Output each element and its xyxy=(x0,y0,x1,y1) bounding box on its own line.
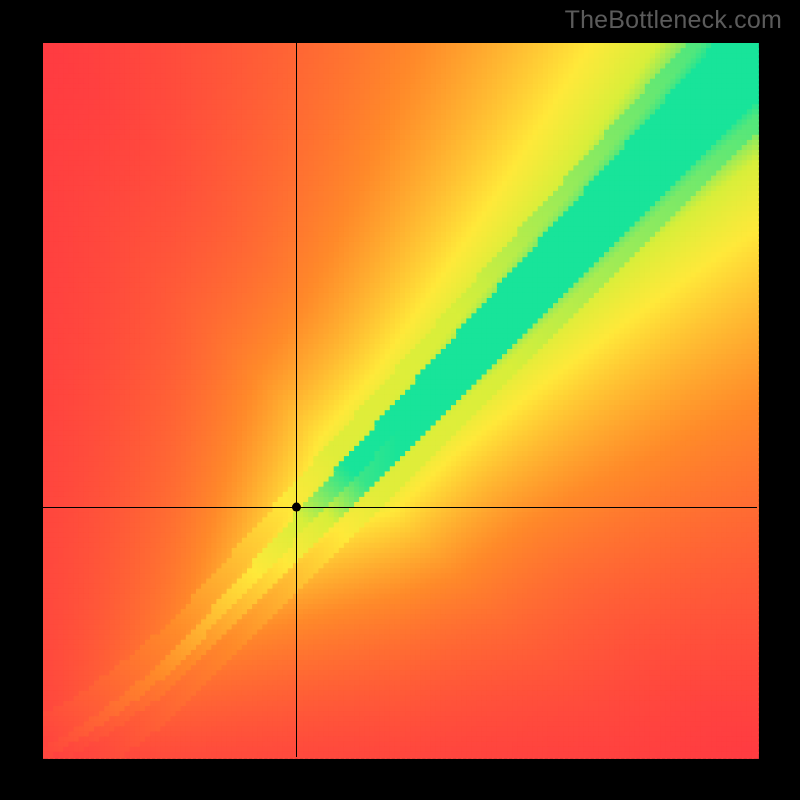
bottleneck-heatmap xyxy=(0,0,800,800)
watermark-text: TheBottleneck.com xyxy=(565,6,782,35)
